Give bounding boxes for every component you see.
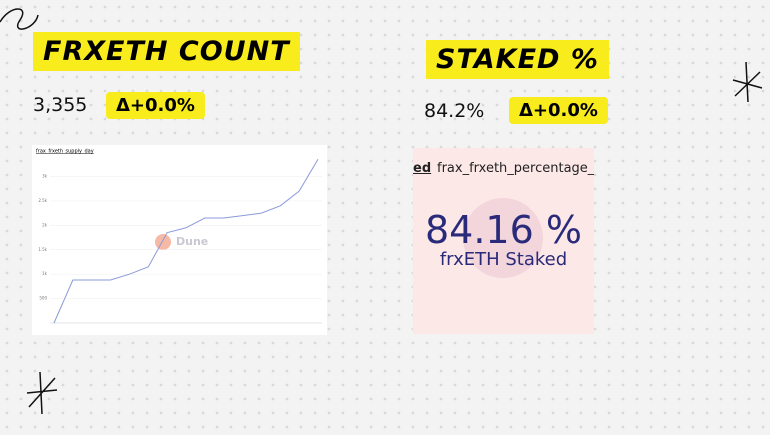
watermark-logo — [463, 198, 543, 278]
line — [53, 158, 319, 324]
y-tick-label: 2.5k — [38, 198, 47, 203]
y-tick-label: 500 — [39, 296, 47, 301]
big-value: 84.16 % — [425, 208, 582, 252]
card-value: 84.2% — [424, 100, 485, 122]
tab: ed — [413, 161, 432, 176]
watermark: Dune — [176, 235, 208, 248]
y-tick-label: 1.5k — [38, 247, 47, 252]
staked-panel: ed frax_frxeth_percentage_s 84.16 % frxE… — [413, 148, 594, 334]
watermark-logo — [155, 234, 171, 250]
query-name: frax_frxeth_percentage_s — [437, 161, 594, 176]
card-title: STAKED % — [426, 40, 609, 79]
y-tick-label: 3k — [42, 174, 48, 179]
card-delta: Δ+0.0% — [106, 92, 205, 119]
y-tick-label: 1k — [42, 271, 48, 276]
y-tick-label: 2k — [42, 222, 48, 227]
chart-title: frax_frxeth_supply_day — [36, 149, 94, 155]
card-value: 3,355 — [33, 94, 88, 116]
card-title: FRXETH COUNT — [33, 32, 300, 71]
big-label: frxETH Staked — [439, 249, 568, 270]
card-delta: Δ+0.0% — [509, 97, 608, 124]
chart: frax_frxeth_supply_day Dune 500 1k 1.5k 2k 2… — [36, 149, 322, 324]
supply-panel: frax_frxeth_supply_day Dune 500 1k 1.5k 2k 2… — [32, 145, 327, 335]
